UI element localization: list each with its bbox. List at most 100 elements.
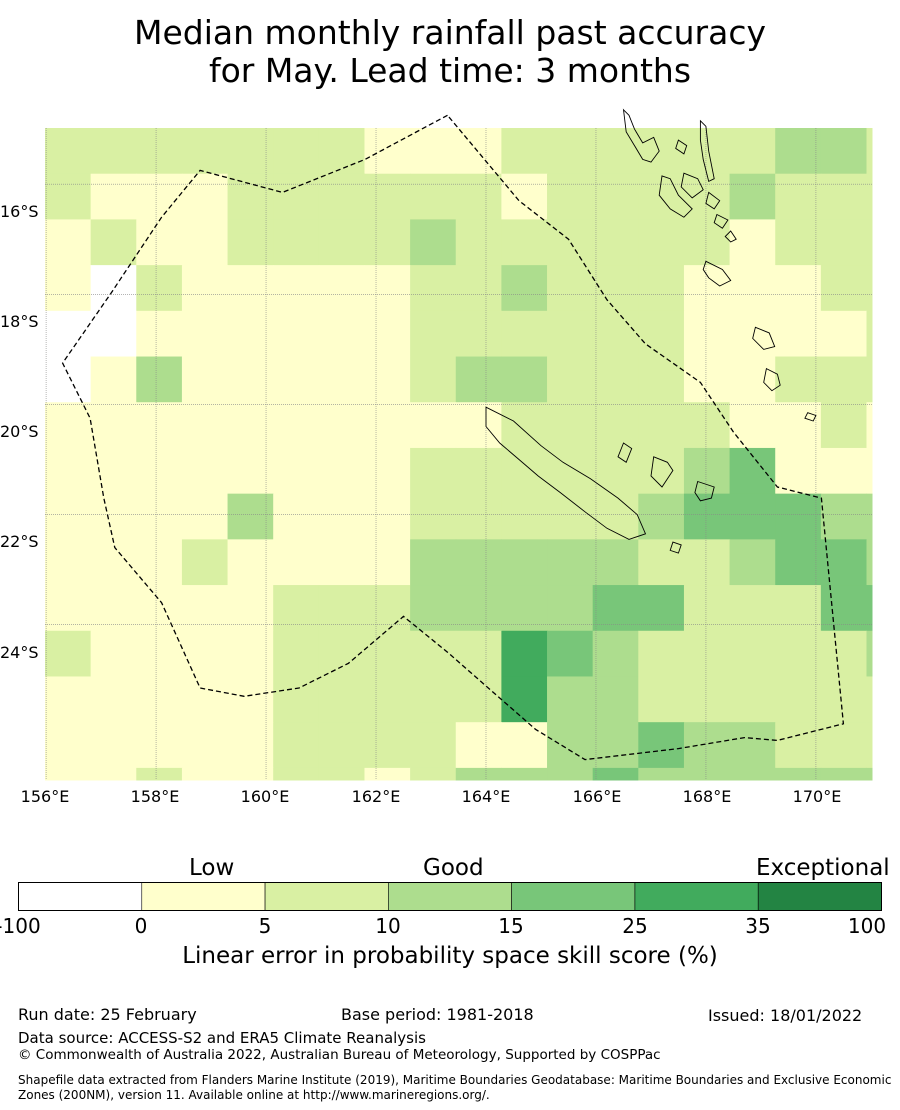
skill-cell [501, 767, 548, 781]
skill-cell [866, 402, 873, 449]
skill-cell [729, 310, 776, 358]
skill-cell [592, 493, 639, 540]
skill-cell [318, 630, 365, 677]
skill-cell [273, 173, 320, 220]
skill-cell [364, 767, 411, 781]
skill-cell [729, 493, 776, 540]
colorbar-tick-2: 5 [258, 914, 272, 938]
lon-label-156e: 156°E [20, 787, 70, 806]
skill-cell [729, 630, 776, 677]
issued-date: Issued: 18/01/2022 [708, 1006, 863, 1025]
skill-cell [45, 265, 92, 312]
skill-cell [592, 310, 639, 358]
skill-cell [90, 128, 137, 175]
skill-cell [638, 493, 685, 540]
skill-cell [136, 539, 183, 586]
skill-cell [136, 128, 183, 175]
skill-cell [455, 447, 502, 495]
skill-cell [90, 356, 137, 403]
skill-cell [364, 539, 411, 586]
skill-cell [683, 447, 731, 495]
skill-cell [136, 219, 183, 266]
skill-cell [683, 219, 731, 266]
skill-cell [273, 722, 320, 769]
skill-cell [501, 310, 548, 358]
skill-cell [181, 219, 229, 266]
skill-cell [364, 493, 411, 540]
skill-cell [729, 265, 776, 312]
skill-cell [455, 767, 502, 781]
skill-cell [775, 173, 822, 220]
skill-cell [136, 310, 183, 358]
base-period: Base period: 1981-2018 [341, 1005, 534, 1024]
island-outline [658, 175, 693, 218]
island-outline [622, 108, 660, 163]
skill-cell [592, 356, 639, 403]
skill-cells [45, 128, 873, 781]
skill-cell [45, 539, 92, 586]
colorbar-tick-1: 0 [134, 914, 148, 938]
island-outline [699, 119, 715, 183]
skill-cell [455, 310, 502, 358]
skill-cell [136, 767, 183, 781]
chart-title: Median monthly rainfall past accuracy fo… [0, 14, 900, 90]
skill-cell [136, 402, 183, 449]
skill-cell [547, 493, 594, 540]
skill-cell [410, 402, 457, 449]
skill-cell [273, 219, 320, 266]
skill-cell [820, 630, 868, 677]
skill-cell [455, 402, 502, 449]
eez-boundary [61, 114, 845, 761]
skill-cell [410, 447, 457, 495]
skill-cell [547, 630, 594, 677]
skill-cell [547, 128, 594, 175]
skill-cell [136, 447, 183, 495]
lon-label-162e: 162°E [351, 787, 401, 806]
skill-cell [683, 356, 731, 403]
skill-cell [638, 265, 685, 312]
skill-cell [775, 585, 822, 632]
skill-cell [866, 219, 873, 266]
skill-cell [592, 173, 639, 220]
skill-cell [729, 447, 776, 495]
skill-cell [318, 539, 365, 586]
skill-cell [729, 676, 776, 723]
skill-cell [866, 265, 873, 312]
colorbar-tick-6: 35 [745, 914, 771, 938]
skill-cell [501, 585, 548, 632]
title-line-2: for May. Lead time: 3 months [208, 51, 692, 90]
skill-cell [90, 767, 137, 781]
legend-category-exceptional: Exceptional [756, 855, 890, 881]
skill-cell [683, 402, 731, 449]
skill-cell [592, 265, 639, 312]
skill-cell [181, 676, 229, 723]
run-date: Run date: 25 February [18, 1005, 197, 1024]
skill-cell [318, 402, 365, 449]
skill-cell [45, 310, 92, 358]
skill-cell [45, 128, 92, 175]
skill-cell [547, 767, 594, 781]
skill-cell [683, 493, 731, 540]
skill-cell [638, 722, 685, 769]
skill-cell [136, 356, 183, 403]
skill-cell [501, 402, 548, 449]
lon-label-164e: 164°E [461, 787, 511, 806]
skill-cell [410, 722, 457, 769]
skill-cell [90, 539, 137, 586]
skill-cell [638, 676, 685, 723]
skill-cell [90, 585, 137, 632]
skill-cell [729, 722, 776, 769]
skill-cell [775, 493, 822, 540]
skill-cell [136, 722, 183, 769]
map-gridlines [45, 128, 872, 780]
skill-cell [181, 173, 229, 220]
colorbar-tick-0: -100 [0, 914, 41, 938]
skill-cell [501, 356, 548, 403]
skill-cell [547, 402, 594, 449]
skill-cell [181, 630, 229, 677]
skill-cell [729, 402, 776, 449]
skill-cell [683, 310, 731, 358]
skill-cell [866, 447, 873, 495]
skill-cell [501, 539, 548, 586]
skill-cell [90, 722, 137, 769]
